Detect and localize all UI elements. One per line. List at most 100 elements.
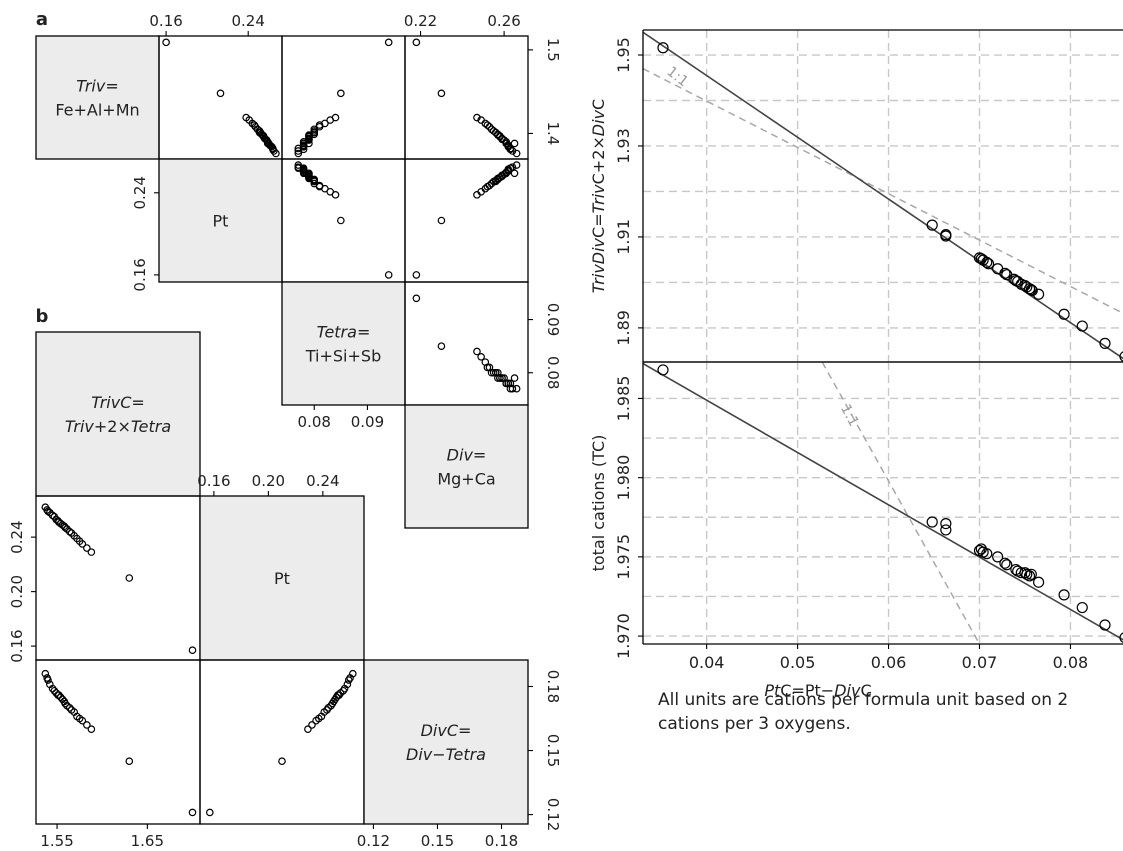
- data-point: [315, 121, 324, 129]
- data-point: [294, 144, 303, 153]
- x-tick-label: 0.04: [689, 653, 725, 672]
- y-tick-label: 1.95: [614, 37, 633, 73]
- data-point: [437, 342, 446, 350]
- diag-triv-label: Triv= Fe+Al+Mn: [55, 77, 139, 120]
- data-point: [78, 540, 87, 548]
- data-point: [982, 258, 995, 270]
- data-point: [263, 139, 272, 148]
- data-point: [473, 191, 481, 199]
- y-tick-label: 1.970: [614, 613, 633, 659]
- data-point: [473, 347, 481, 356]
- data-point: [489, 368, 498, 377]
- diag-divc-box: [363, 659, 529, 825]
- plot-area-c: [643, 30, 1123, 362]
- data-point: [940, 524, 952, 536]
- diag-tetra-label: Tetra= Ti+Si+Sb: [305, 323, 381, 366]
- data-point: [305, 136, 313, 144]
- y-tick-label: 1.980: [614, 455, 633, 501]
- units-note: All units are cations per formula unit b…: [658, 690, 1069, 734]
- data-point: [477, 352, 485, 361]
- data-point: [384, 38, 393, 47]
- data-point: [304, 725, 312, 733]
- diag-pt-label: Pt: [213, 212, 229, 231]
- data-point: [257, 130, 266, 139]
- plot-area-d: [643, 362, 1123, 644]
- tick-label: 0.15: [421, 832, 454, 850]
- tick-label: 0.12: [544, 798, 562, 831]
- data-point: [496, 374, 504, 382]
- scatter-Pt-vs-Tetra: [294, 161, 393, 279]
- tick-label: 0.26: [487, 12, 520, 30]
- data-point: [1099, 619, 1111, 631]
- variable-formula: Fe+Al+Mn: [55, 101, 139, 120]
- data-point: [278, 757, 286, 766]
- variable-name: DivC=: [421, 721, 472, 740]
- data-point: [1021, 568, 1033, 580]
- data-point: [87, 548, 96, 556]
- data-point: [483, 182, 492, 191]
- diag-trivc-label: TrivC= Triv+2×Tetra: [65, 393, 171, 436]
- data-point: [315, 182, 324, 191]
- data-point: [78, 716, 87, 725]
- variable-name: Triv=: [76, 77, 118, 96]
- data-point: [1033, 288, 1045, 300]
- data-point: [44, 507, 52, 516]
- tick-label: 0.16: [8, 629, 26, 662]
- data-point: [999, 267, 1011, 279]
- data-point: [1033, 576, 1045, 588]
- variable-formula: Div−Tetra: [406, 745, 486, 764]
- data-point: [504, 379, 513, 388]
- data-point: [344, 676, 353, 684]
- tick-label: 0.20: [252, 472, 285, 490]
- variable-name: TrivC=: [91, 393, 145, 412]
- data-point: [512, 149, 521, 158]
- data-point: [41, 669, 50, 678]
- tick-label: 1.55: [40, 832, 73, 850]
- data-point: [510, 139, 519, 148]
- data-point: [512, 161, 521, 169]
- data-point: [87, 725, 96, 733]
- data-point: [188, 808, 197, 817]
- data-point: [1076, 601, 1088, 614]
- diag-pt-box: [158, 158, 283, 283]
- data-point: [162, 38, 170, 47]
- data-point: [412, 271, 421, 279]
- diag-triv-box: [35, 35, 160, 160]
- tick-label: 1.65: [131, 832, 164, 850]
- data-point: [506, 379, 515, 388]
- data-point: [494, 130, 502, 139]
- data-point: [1119, 351, 1123, 362]
- data-point: [512, 384, 521, 393]
- scatter-Pt-vs-Div: [412, 161, 521, 279]
- data-point: [308, 721, 316, 729]
- y-tick-label: 1.975: [614, 534, 633, 580]
- data-point: [940, 230, 952, 242]
- data-point: [54, 516, 62, 525]
- data-point: [494, 175, 502, 184]
- tick-label: 0.20: [8, 575, 26, 608]
- tick-label: 1.5: [544, 38, 562, 62]
- scatter-Triv-vs-Pt: [162, 38, 280, 158]
- tick-label: 0.24: [131, 176, 149, 209]
- data-point: [216, 89, 225, 98]
- data-point: [437, 89, 446, 98]
- fit-line: [643, 31, 1123, 360]
- data-point: [473, 113, 481, 122]
- data-point: [500, 374, 508, 382]
- data-point: [294, 149, 303, 158]
- y-tick-label: 1.91: [614, 219, 633, 255]
- diag-tetra-box: [281, 281, 406, 406]
- data-point: [125, 757, 134, 766]
- data-point: [384, 271, 393, 279]
- data-point: [60, 697, 69, 706]
- tick-label: 0.18: [485, 832, 518, 850]
- data-point: [1058, 308, 1070, 320]
- tick-label: 0.22: [404, 12, 437, 30]
- data-point: [83, 544, 91, 552]
- data-point: [310, 128, 319, 137]
- reference-line: [821, 362, 981, 644]
- data-point: [60, 522, 69, 531]
- tick-label: 0.09: [544, 303, 562, 336]
- data-point: [125, 574, 134, 582]
- data-point: [437, 216, 446, 225]
